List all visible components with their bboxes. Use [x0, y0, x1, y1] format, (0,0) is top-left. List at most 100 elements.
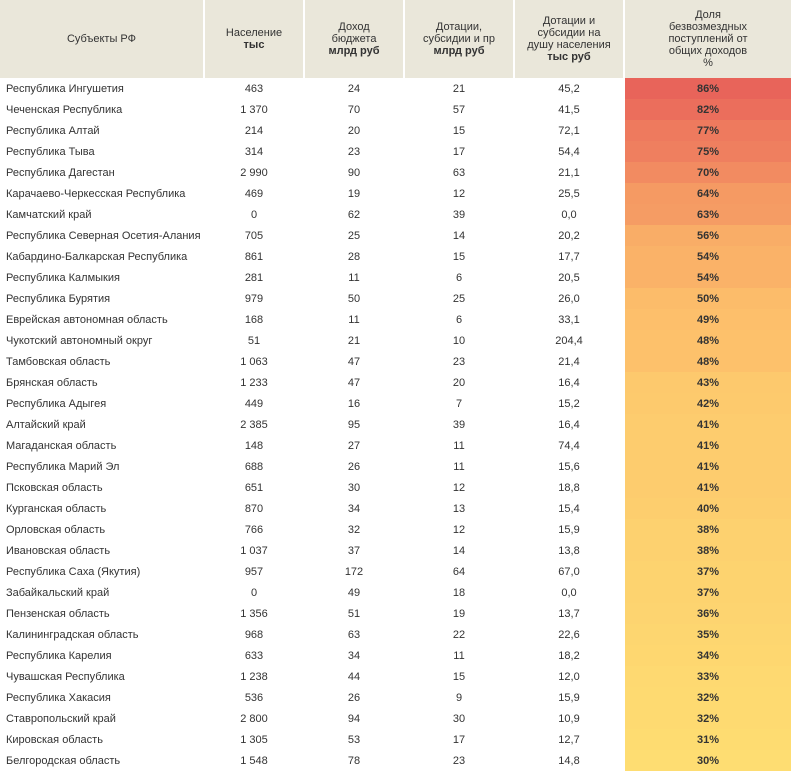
- per-capita: 13,7: [514, 603, 624, 624]
- table-row: Республика Адыгея44916715,242%: [0, 393, 791, 414]
- table-row: Камчатский край062390,063%: [0, 204, 791, 225]
- percent: 82%: [624, 99, 791, 120]
- table-row: Республика Карелия633341118,234%: [0, 645, 791, 666]
- percent: 77%: [624, 120, 791, 141]
- income: 37: [304, 540, 404, 561]
- subsidies: 23: [404, 351, 514, 372]
- subsidies: 30: [404, 708, 514, 729]
- population: 1 370: [204, 99, 304, 120]
- population: 1 037: [204, 540, 304, 561]
- income: 44: [304, 666, 404, 687]
- per-capita: 18,2: [514, 645, 624, 666]
- region-name: Калининградская область: [0, 624, 204, 645]
- population: 536: [204, 687, 304, 708]
- income: 19: [304, 183, 404, 204]
- subsidies: 17: [404, 729, 514, 750]
- percent: 49%: [624, 309, 791, 330]
- table-row: Чукотский автономный округ512110204,448%: [0, 330, 791, 351]
- table-row: Республика Северная Осетия-Алания7052514…: [0, 225, 791, 246]
- subsidies: 20: [404, 372, 514, 393]
- percent: 37%: [624, 582, 791, 603]
- percent: 50%: [624, 288, 791, 309]
- region-name: Республика Марий Эл: [0, 456, 204, 477]
- subsidies: 11: [404, 435, 514, 456]
- income: 11: [304, 309, 404, 330]
- population: 2 990: [204, 162, 304, 183]
- population: 1 238: [204, 666, 304, 687]
- subsidies: 25: [404, 288, 514, 309]
- per-capita: 17,7: [514, 246, 624, 267]
- income: 53: [304, 729, 404, 750]
- income: 95: [304, 414, 404, 435]
- population: 705: [204, 225, 304, 246]
- income: 78: [304, 750, 404, 771]
- subsidies: 6: [404, 267, 514, 288]
- income: 26: [304, 687, 404, 708]
- population: 281: [204, 267, 304, 288]
- region-name: Курганская область: [0, 498, 204, 519]
- percent: 63%: [624, 204, 791, 225]
- per-capita: 12,0: [514, 666, 624, 687]
- table-row: Республика Тыва314231754,475%: [0, 141, 791, 162]
- percent: 41%: [624, 477, 791, 498]
- region-name: Псковская область: [0, 477, 204, 498]
- col-header-4: Дотации исубсидии надушу населениятыс ру…: [514, 0, 624, 78]
- population: 0: [204, 582, 304, 603]
- region-name: Магаданская область: [0, 435, 204, 456]
- per-capita: 20,2: [514, 225, 624, 246]
- population: 1 063: [204, 351, 304, 372]
- percent: 38%: [624, 540, 791, 561]
- region-name: Чеченская Республика: [0, 99, 204, 120]
- subsidies: 39: [404, 414, 514, 435]
- income: 16: [304, 393, 404, 414]
- percent: 32%: [624, 708, 791, 729]
- table-row: Республика Марий Эл688261115,641%: [0, 456, 791, 477]
- subsidies: 15: [404, 666, 514, 687]
- population: 0: [204, 204, 304, 225]
- income: 21: [304, 330, 404, 351]
- region-name: Кировская область: [0, 729, 204, 750]
- percent: 70%: [624, 162, 791, 183]
- subsidies: 12: [404, 519, 514, 540]
- subsidies: 12: [404, 183, 514, 204]
- per-capita: 15,4: [514, 498, 624, 519]
- table-header: Субъекты РФНаселениетысДоходбюджетамлрд …: [0, 0, 791, 78]
- subsidies: 21: [404, 78, 514, 99]
- col-header-3: Дотации,субсидии и прмлрд руб: [404, 0, 514, 78]
- population: 1 233: [204, 372, 304, 393]
- population: 2 800: [204, 708, 304, 729]
- subsidies: 9: [404, 687, 514, 708]
- region-name: Республика Дагестан: [0, 162, 204, 183]
- per-capita: 10,9: [514, 708, 624, 729]
- population: 651: [204, 477, 304, 498]
- subsidies: 57: [404, 99, 514, 120]
- per-capita: 72,1: [514, 120, 624, 141]
- table-row: Республика Бурятия979502526,050%: [0, 288, 791, 309]
- population: 1 305: [204, 729, 304, 750]
- per-capita: 22,6: [514, 624, 624, 645]
- subsidies: 11: [404, 645, 514, 666]
- region-name: Республика Тыва: [0, 141, 204, 162]
- income: 70: [304, 99, 404, 120]
- table-row: Забайкальский край049180,037%: [0, 582, 791, 603]
- table-row: Республика Алтай214201572,177%: [0, 120, 791, 141]
- percent: 32%: [624, 687, 791, 708]
- table-row: Кировская область1 305531712,731%: [0, 729, 791, 750]
- subsidies: 15: [404, 246, 514, 267]
- per-capita: 20,5: [514, 267, 624, 288]
- percent: 41%: [624, 435, 791, 456]
- table-row: Псковская область651301218,841%: [0, 477, 791, 498]
- subsidies: 64: [404, 561, 514, 582]
- subsidies: 23: [404, 750, 514, 771]
- region-name: Республика Бурятия: [0, 288, 204, 309]
- income: 63: [304, 624, 404, 645]
- table-row: Республика Дагестан2 990906321,170%: [0, 162, 791, 183]
- region-name: Забайкальский край: [0, 582, 204, 603]
- table-row: Республика Калмыкия28111620,554%: [0, 267, 791, 288]
- region-name: Орловская область: [0, 519, 204, 540]
- population: 633: [204, 645, 304, 666]
- population: 870: [204, 498, 304, 519]
- per-capita: 54,4: [514, 141, 624, 162]
- subsidies: 13: [404, 498, 514, 519]
- table-row: Курганская область870341315,440%: [0, 498, 791, 519]
